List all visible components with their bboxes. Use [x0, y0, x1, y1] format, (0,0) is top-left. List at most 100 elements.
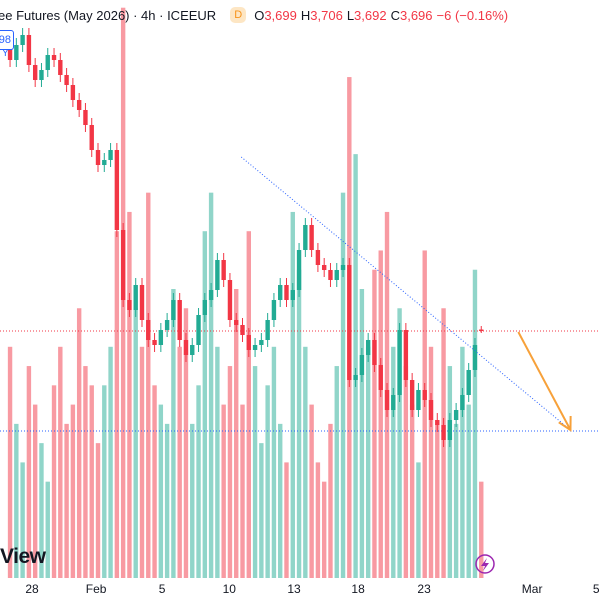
- x-tick-label: 28: [25, 582, 39, 596]
- ohlc-value: 3,699: [264, 7, 297, 23]
- volume-bar: [334, 366, 339, 578]
- candle-body: [334, 270, 339, 280]
- candle-body: [265, 320, 270, 340]
- candle-body: [95, 150, 101, 165]
- x-tick-label: 18: [351, 582, 365, 596]
- candle-body: [321, 265, 327, 270]
- candle-body: [460, 395, 465, 410]
- candle-body: [303, 225, 308, 250]
- arrow-line: [517, 331, 572, 431]
- candle-body: [384, 390, 390, 410]
- volume-bar: [435, 423, 440, 578]
- volume-bar: [127, 211, 132, 578]
- trend-line: [240, 156, 571, 431]
- volume-bar: [64, 423, 69, 578]
- candle-body: [466, 370, 471, 395]
- candle-body: [177, 300, 182, 340]
- volume-bar: [76, 308, 82, 578]
- volume-bar: [89, 385, 94, 578]
- candle-body: [196, 315, 201, 345]
- volume-bar: [453, 423, 459, 578]
- volume-bar: [328, 423, 333, 578]
- candle-body: [208, 290, 214, 300]
- candle-body: [347, 265, 352, 380]
- candle-body: [309, 225, 314, 250]
- candle-body: [290, 290, 295, 300]
- candle-body: [359, 355, 365, 375]
- volume-bar: [284, 462, 289, 578]
- ohlc-value: 3,706: [310, 7, 343, 23]
- x-tick-label: Mar: [522, 582, 543, 596]
- volume-bar: [146, 192, 151, 578]
- volume-bar: [479, 481, 484, 578]
- candle-body: [64, 75, 69, 85]
- side-badge-label: Y: [2, 48, 9, 59]
- candle-body: [403, 330, 409, 380]
- candle-body: [409, 380, 415, 410]
- volume-bar: [265, 385, 270, 578]
- volume-bar: [416, 462, 421, 578]
- candle-body: [391, 395, 396, 410]
- x-tick-label: 13: [287, 582, 301, 596]
- volume-bar: [14, 423, 19, 578]
- volume-bar: [58, 346, 63, 578]
- volume-bar: [290, 211, 295, 578]
- logo-bolt: [481, 558, 489, 571]
- change-value: −6 (−0.16%): [436, 7, 509, 23]
- candle-body: [296, 250, 302, 290]
- candle-body: [227, 280, 233, 320]
- volume-bar: [472, 269, 478, 578]
- volume-bar: [177, 346, 182, 578]
- x-tick-label: 23: [417, 582, 431, 596]
- candle-body: [108, 150, 113, 160]
- candle-body: [259, 340, 264, 345]
- candle-body: [89, 125, 94, 150]
- x-tick-label: 5: [593, 582, 600, 596]
- candle-body: [234, 320, 239, 325]
- volume-bar: [45, 481, 50, 578]
- candle-body: [139, 285, 145, 320]
- volume-bar: [20, 462, 25, 578]
- volume-bar: [114, 231, 120, 578]
- volume-bar: [252, 366, 258, 578]
- volume-bar: [7, 346, 13, 578]
- candle-body: [353, 375, 358, 380]
- volume-bar: [309, 404, 314, 578]
- volume-bar: [422, 250, 427, 578]
- ohlc-letter: O: [254, 7, 265, 23]
- candle-body: [171, 300, 176, 320]
- volume-bar: [466, 404, 471, 578]
- volume-bar: [208, 192, 214, 578]
- volume-bar: [359, 289, 365, 578]
- candle-body: [397, 330, 402, 395]
- side-badge[interactable]: 98: [0, 30, 14, 50]
- x-tick-label: Feb: [86, 582, 107, 596]
- volume-bar: [83, 366, 88, 578]
- volume-bar: [164, 423, 170, 578]
- volume-bar: [139, 346, 145, 578]
- volume-bar: [183, 308, 189, 578]
- ohlc-letter: C: [390, 7, 400, 23]
- volume-bar: [227, 366, 233, 578]
- interval-badge[interactable]: D: [230, 7, 247, 23]
- volume-bar: [26, 366, 32, 578]
- candle-body: [221, 260, 226, 280]
- volume-bar: [39, 443, 44, 578]
- candle-body: [422, 390, 427, 400]
- ohlc-value: 3,696: [399, 7, 433, 23]
- candle-body: [202, 300, 208, 315]
- volume-bar: [303, 346, 308, 578]
- volume-bar: [240, 404, 245, 578]
- candle-body: [133, 285, 138, 310]
- ohlc-letter: L: [346, 7, 355, 23]
- volume-bar: [202, 231, 208, 578]
- candle-body: [7, 40, 13, 60]
- candle-body: [114, 150, 120, 230]
- volume-bar: [32, 404, 38, 578]
- volume-bar: [152, 385, 157, 578]
- candle-body: [45, 55, 50, 70]
- candle-body: [39, 70, 44, 80]
- volume-bar: [321, 481, 327, 578]
- volume-bar: [108, 346, 113, 578]
- volume-bar: [340, 192, 346, 578]
